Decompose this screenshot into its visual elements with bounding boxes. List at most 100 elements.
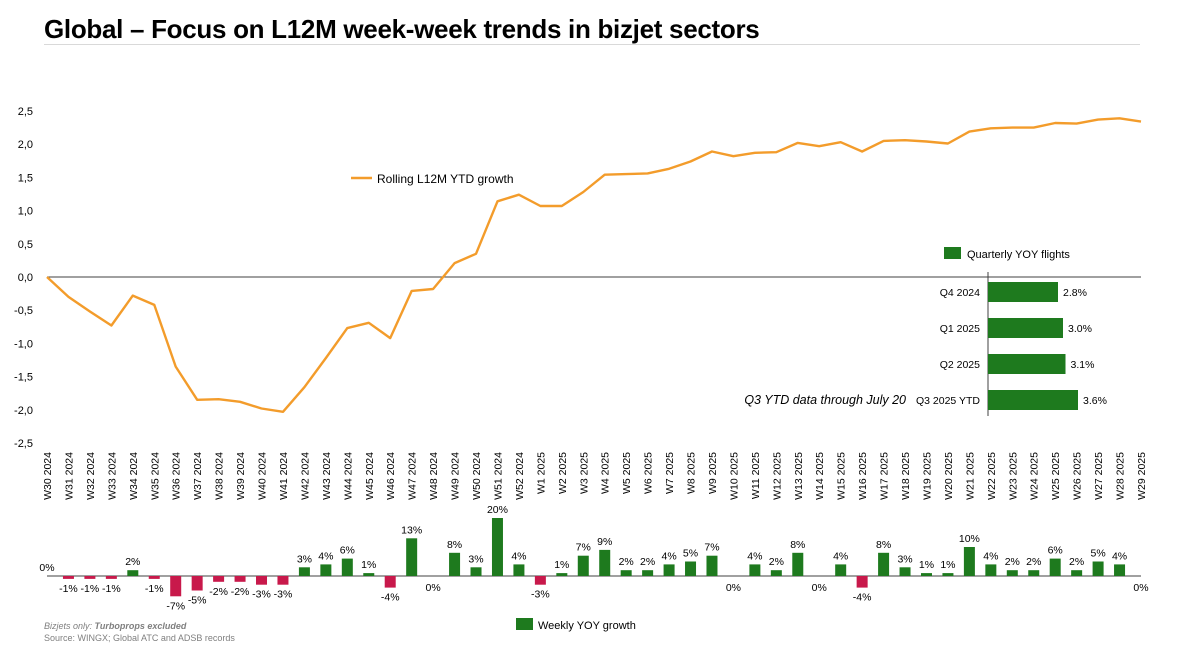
x-tick-label: W39 2024 — [235, 452, 247, 500]
weekly-bar — [1028, 570, 1040, 576]
weekly-value-label: 2% — [1069, 556, 1084, 568]
x-tick-label: W7 2025 — [664, 452, 676, 494]
weekly-value-label: -1% — [102, 583, 121, 595]
y-tick-label: -0,5 — [14, 305, 33, 317]
x-tick-label: W38 2024 — [214, 452, 226, 500]
x-tick-label: W30 2024 — [42, 452, 54, 500]
weekly-bar — [320, 564, 332, 576]
x-tick-label: W21 2025 — [964, 452, 976, 500]
weekly-value-label: 4% — [661, 550, 676, 562]
weekly-bar — [878, 552, 890, 576]
quarter-value-label: 3.1% — [1071, 359, 1095, 371]
weekly-bar — [105, 576, 117, 579]
weekly-legend-swatch — [516, 618, 533, 630]
x-tick-label: W20 2025 — [943, 452, 955, 500]
quarter-bar — [988, 282, 1058, 302]
x-tick-label: W22 2025 — [986, 452, 998, 500]
weekly-bar — [792, 552, 804, 576]
y-tick-label: 0,0 — [18, 272, 33, 284]
weekly-value-label: 0% — [726, 582, 741, 594]
weekly-bar — [963, 547, 975, 576]
x-tick-label: W32 2024 — [85, 452, 97, 500]
weekly-bar — [213, 576, 225, 582]
x-tick-label: W50 2024 — [471, 452, 483, 500]
weekly-bar — [1071, 570, 1083, 576]
footnote-text: Bizjets only: — [44, 621, 95, 631]
weekly-bar — [920, 573, 932, 576]
x-tick-label: W19 2025 — [921, 452, 933, 500]
x-tick-label: W6 2025 — [643, 452, 655, 494]
weekly-bar — [148, 576, 160, 579]
x-tick-label: W42 2024 — [299, 452, 311, 500]
weekly-value-label: -1% — [81, 583, 100, 595]
weekly-value-label: -4% — [853, 592, 872, 604]
y-tick-label: 2,5 — [18, 106, 33, 118]
page-title: Global – Focus on L12M week-week trends … — [44, 14, 760, 44]
line-legend-label: Rolling L12M YTD growth — [377, 172, 514, 186]
y-tick-label: 2,0 — [18, 139, 33, 151]
weekly-value-label: 0% — [812, 582, 827, 594]
x-tick-label: W41 2024 — [278, 452, 290, 500]
y-tick-label: 1,5 — [18, 172, 33, 184]
weekly-value-label: 0% — [39, 562, 54, 574]
q3-annotation: Q3 YTD data through July 20 — [744, 393, 906, 407]
weekly-bar — [1114, 564, 1126, 576]
weekly-value-label: 6% — [340, 545, 355, 557]
x-tick-label: W25 2025 — [1050, 452, 1062, 500]
y-tick-label: -2,0 — [14, 405, 33, 417]
weekly-value-label: 2% — [1026, 556, 1041, 568]
weekly-value-label: 13% — [401, 524, 422, 536]
weekly-value-label: 10% — [959, 533, 980, 545]
weekly-value-label: 5% — [1091, 548, 1106, 560]
weekly-bar — [985, 564, 997, 576]
weekly-value-label: 8% — [876, 539, 891, 551]
weekly-bar — [556, 573, 568, 576]
x-tick-label: W17 2025 — [879, 452, 891, 500]
weekly-bar — [599, 549, 611, 576]
x-tick-label: W34 2024 — [128, 452, 140, 500]
x-tick-label: W46 2024 — [385, 452, 397, 500]
weekly-bar — [363, 573, 375, 576]
weekly-bar — [298, 567, 310, 576]
weekly-bar — [1049, 558, 1061, 576]
weekly-value-label: 3% — [897, 553, 912, 565]
weekly-bar — [127, 570, 139, 576]
weekly-bar — [170, 576, 182, 597]
x-tick-label: W40 2024 — [257, 452, 269, 500]
quarter-value-label: 2.8% — [1063, 287, 1087, 299]
weekly-bar — [942, 573, 954, 576]
weekly-value-label: 9% — [597, 536, 612, 548]
weekly-value-label: 8% — [447, 539, 462, 551]
weekly-value-label: 4% — [1112, 550, 1127, 562]
weekly-value-label: 2% — [640, 556, 655, 568]
weekly-value-label: -3% — [252, 589, 271, 601]
quarter-label: Q2 2025 — [940, 359, 980, 371]
weekly-legend: Weekly YOY growth — [516, 618, 636, 632]
weekly-bar — [1092, 561, 1104, 576]
weekly-value-label: 6% — [1048, 545, 1063, 557]
weekly-value-label: 8% — [790, 539, 805, 551]
x-tick-label: W51 2024 — [492, 452, 504, 500]
quarter-value-label: 3.6% — [1083, 395, 1107, 407]
x-tick-label: W5 2025 — [621, 452, 633, 494]
footnote: Bizjets only: Turboprops excluded — [44, 621, 186, 631]
weekly-value-label: 1% — [554, 559, 569, 571]
weekly-bar — [384, 576, 396, 588]
x-tick-label: W24 2025 — [1029, 452, 1041, 500]
x-tick-label: W1 2025 — [535, 452, 547, 494]
x-tick-label: W23 2025 — [1007, 452, 1019, 500]
x-tick-label: W28 2025 — [1115, 452, 1127, 500]
weekly-yoy-bars: 0%-1% -1% -1%2%-1%-7% -5%-2% -2% -3% -3%3% 4% 6%… — [39, 504, 1148, 612]
x-tick-label: W9 2025 — [707, 452, 719, 494]
weekly-value-label: -1% — [59, 583, 78, 595]
weekly-bar — [534, 576, 546, 585]
quarter-value-label: 3.0% — [1068, 323, 1092, 335]
weekly-bar — [663, 564, 675, 576]
x-tick-label: W8 2025 — [686, 452, 698, 494]
weekly-bar — [449, 552, 461, 576]
weekly-bar — [685, 561, 697, 576]
quarter-label: Q3 2025 YTD — [916, 395, 980, 407]
weekly-value-label: 0% — [1133, 582, 1148, 594]
weekly-value-label: 7% — [576, 542, 591, 554]
weekly-bar — [513, 564, 525, 576]
